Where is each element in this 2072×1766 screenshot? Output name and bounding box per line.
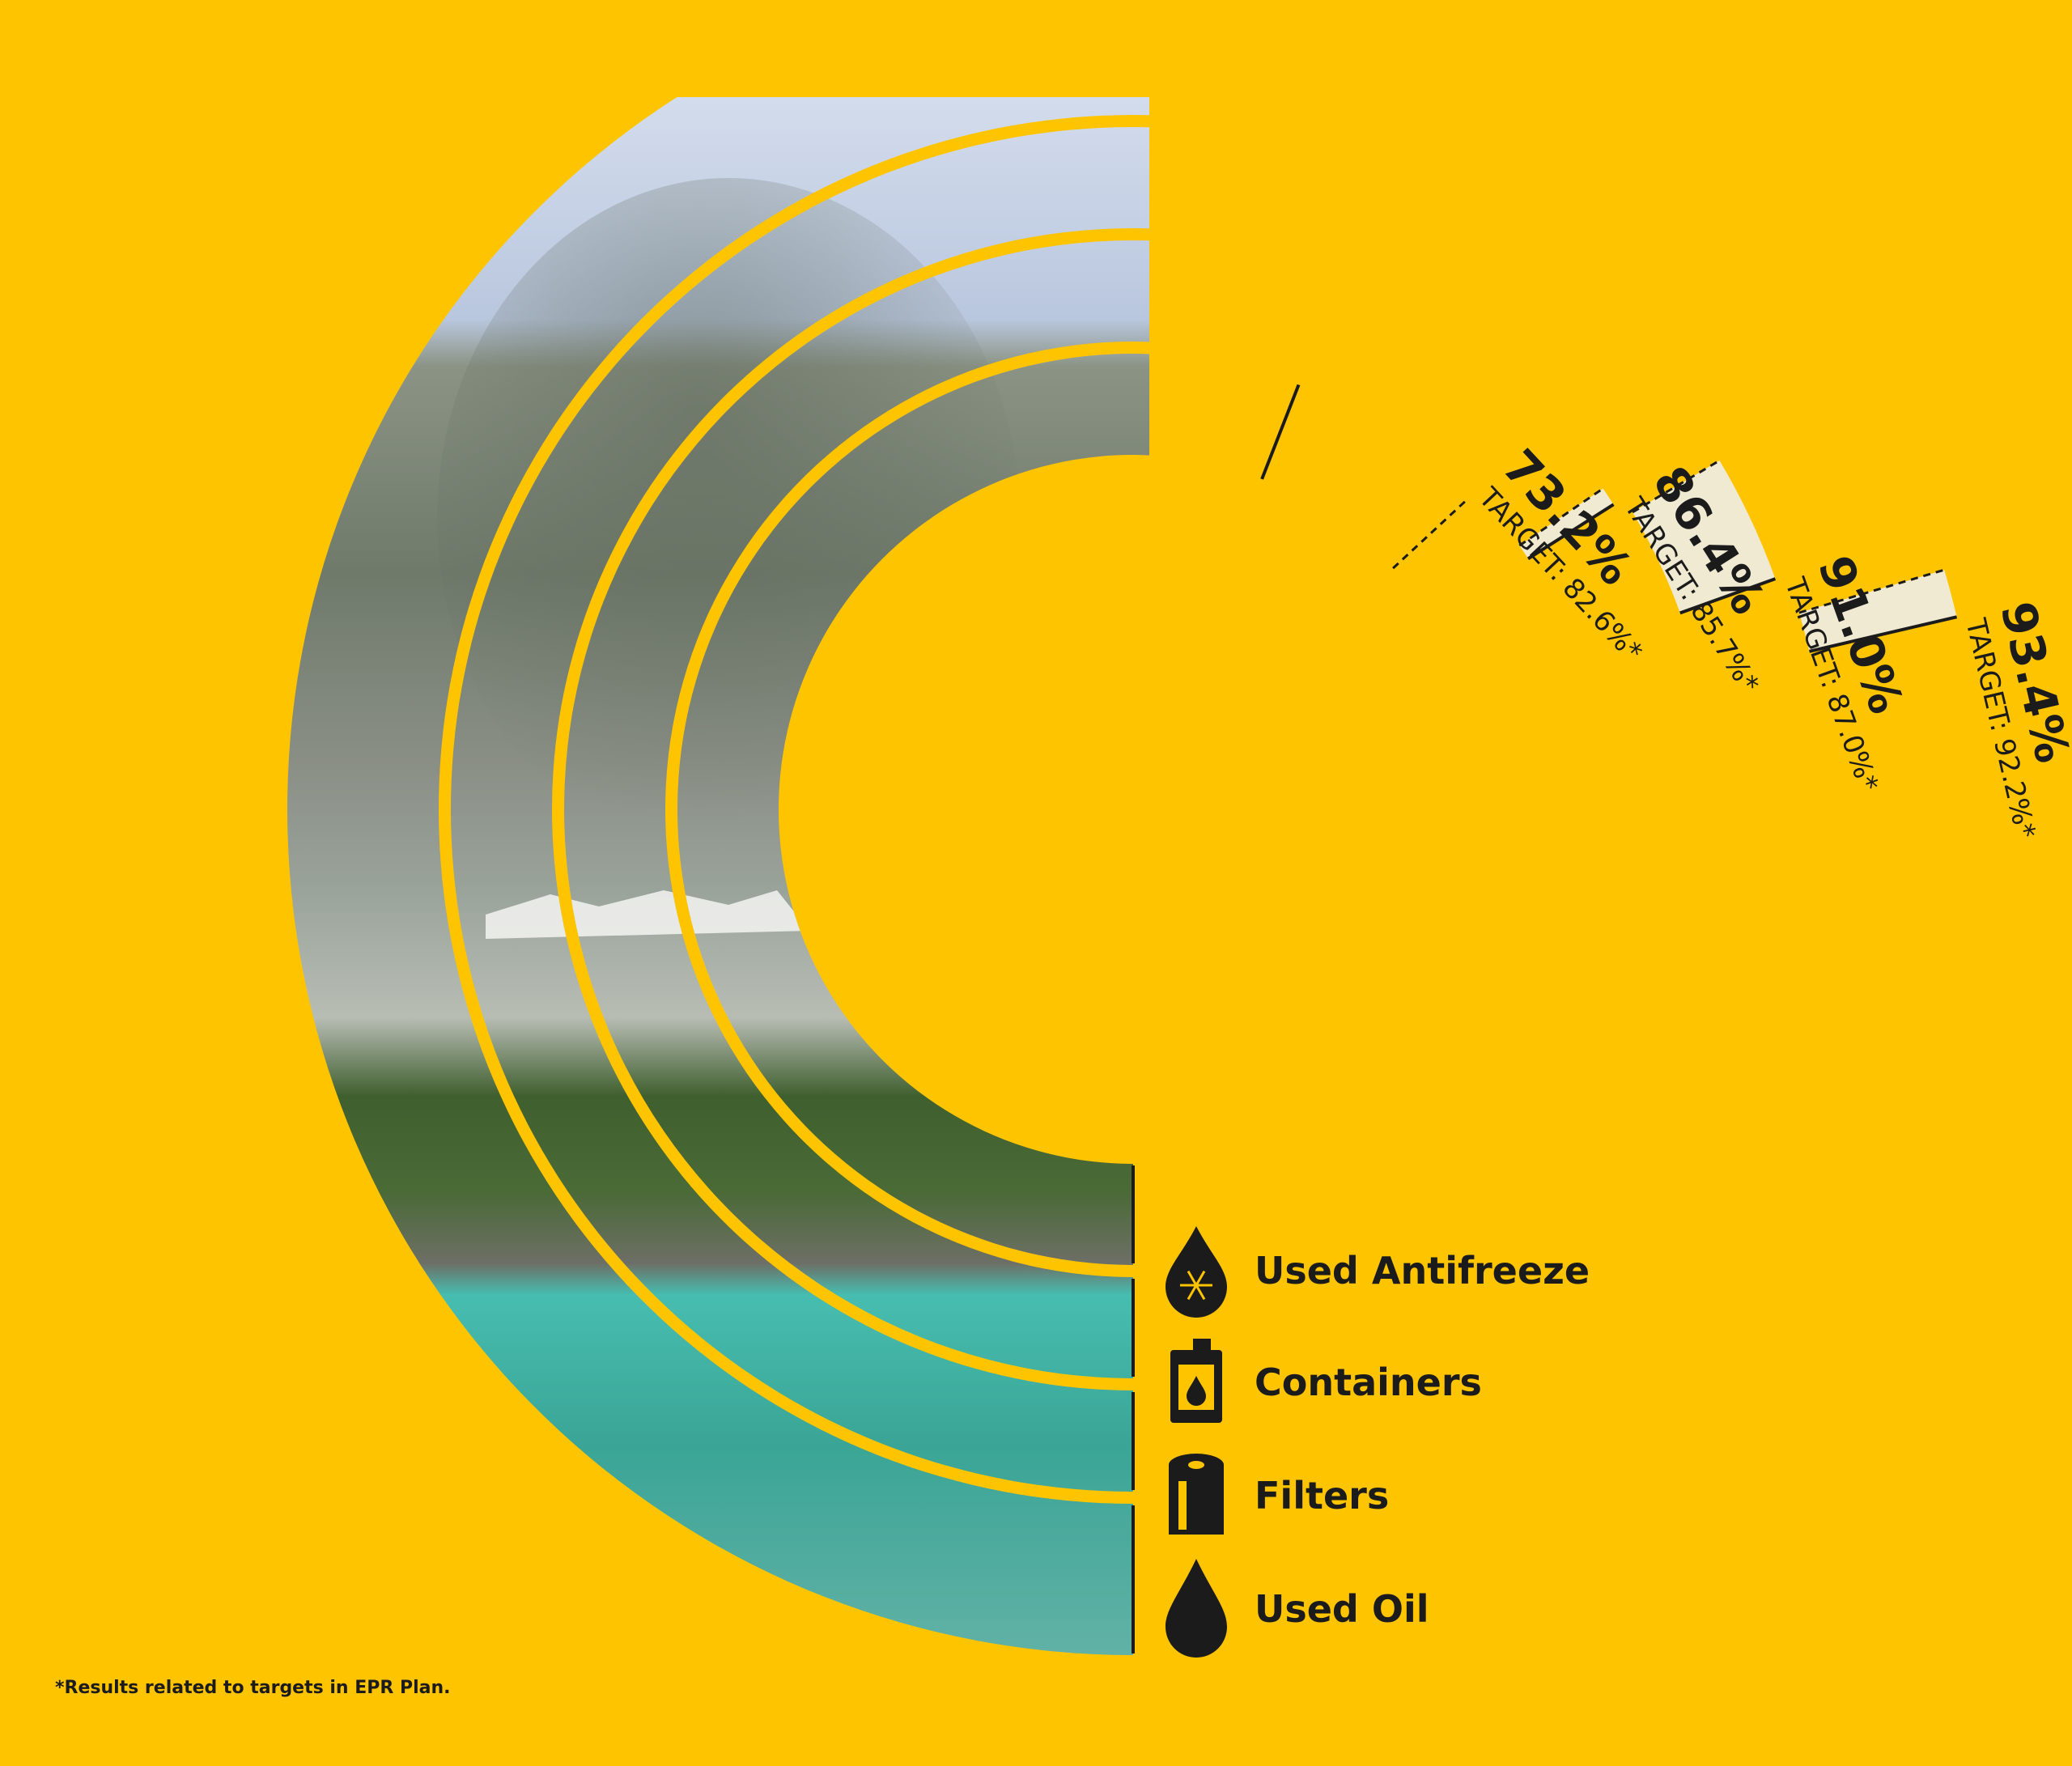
value-line — [1809, 615, 1958, 653]
target-line — [1392, 499, 1468, 570]
filter-icon — [1169, 1454, 1224, 1535]
value-line — [1679, 577, 1777, 615]
legend-label: Filters — [1255, 1474, 1389, 1518]
legend-label: Used Oil — [1255, 1587, 1429, 1631]
legend-item: Containers — [1170, 1339, 1482, 1423]
above-target-segment — [1798, 570, 1957, 652]
landscape-image — [287, 97, 1149, 1655]
value-line — [1260, 384, 1301, 480]
target-line — [1632, 459, 1721, 514]
value-label-group: 93.4%TARGET: 92.2%* — [1959, 596, 2072, 841]
legend-label: Used Antifreeze — [1255, 1249, 1590, 1293]
above-target-segment — [1633, 460, 1776, 613]
legend-label: Containers — [1255, 1361, 1482, 1404]
footnote: *Results related to targets in EPR Plan. — [55, 1678, 451, 1698]
value-line — [1526, 503, 1615, 560]
above-target-segment — [1519, 488, 1614, 559]
oil-drop-icon — [1166, 1559, 1227, 1658]
target-line — [1518, 487, 1604, 547]
container-icon — [1170, 1339, 1222, 1423]
legend-item: Used Antifreeze — [1166, 1226, 1590, 1318]
legend-item: Used Oil — [1166, 1559, 1429, 1658]
antifreeze-icon — [1166, 1226, 1227, 1318]
target-shortfall-segment — [1262, 384, 1467, 569]
legend-item: Filters — [1169, 1454, 1389, 1535]
